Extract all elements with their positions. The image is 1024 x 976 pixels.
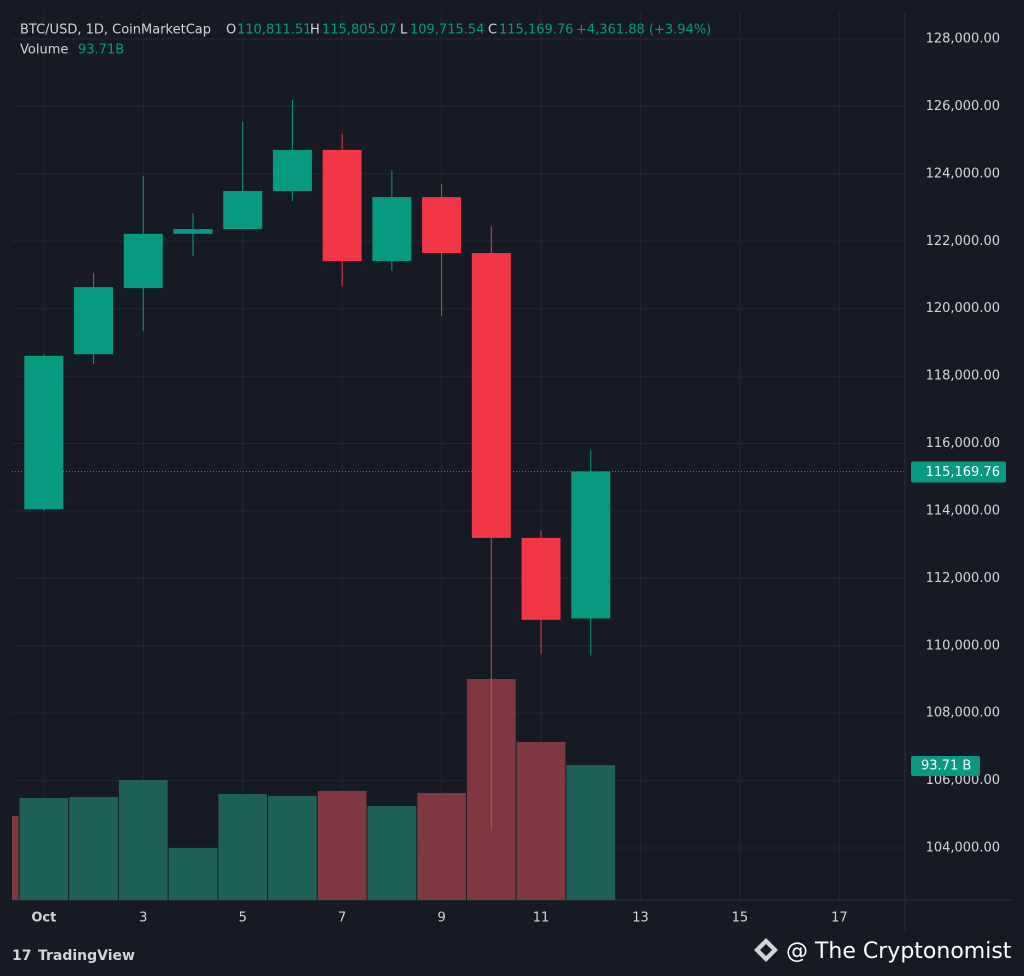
y-tick-label: 124,000.00 [926, 166, 1000, 181]
price-label-box [911, 461, 1006, 483]
y-tick-label: 126,000.00 [926, 99, 1000, 114]
x-tick-label: Oct [31, 911, 56, 926]
y-tick-label: 108,000.00 [926, 706, 1000, 721]
y-tick-label: 118,000.00 [926, 369, 1000, 384]
x-tick-label: 9 [437, 911, 445, 926]
volume-bar [516, 741, 566, 900]
volume-bar [12, 816, 19, 900]
candle-body [173, 229, 213, 234]
credit: @ The Cryptonomist [786, 939, 1012, 964]
high-key: H [310, 23, 320, 38]
y-tick-label: 106,000.00 [926, 773, 1000, 788]
candle-body [123, 233, 163, 289]
x-tick-label: 5 [239, 911, 247, 926]
candle-body [74, 287, 114, 355]
volume-bar [118, 779, 168, 900]
close-key: C [488, 23, 497, 38]
y-tick-label: 120,000.00 [926, 301, 1000, 316]
y-tick-label: 114,000.00 [926, 503, 1000, 518]
volume-value: 93.71B [78, 43, 124, 58]
candle-body [272, 149, 312, 192]
open-key: O [226, 23, 236, 38]
y-tick-label: 122,000.00 [926, 234, 1000, 249]
volume-bar [19, 798, 69, 900]
candle-body [223, 191, 263, 230]
volume-label: 93.71 B [921, 758, 971, 773]
header: BTC/USD, 1D, CoinMarketCap O 110,811.51 … [20, 23, 711, 58]
y-tick-label: 112,000.00 [926, 571, 1000, 586]
symbol: BTC/USD, 1D, CoinMarketCap [20, 23, 211, 38]
volume-bar [69, 796, 118, 900]
candle-body [571, 471, 611, 619]
y-tick-label: 116,000.00 [926, 436, 1000, 451]
high-value: 115,805.07 [322, 23, 396, 38]
low-key: L [400, 23, 408, 38]
x-tick-label: 17 [831, 911, 848, 926]
price-label: 115,169.76 [926, 465, 1000, 480]
y-tick-label: 128,000.00 [926, 32, 1000, 47]
volume-label-box [911, 755, 980, 776]
volume-bar [566, 764, 616, 900]
volume-bar [268, 795, 317, 900]
x-tick-label: 15 [732, 911, 749, 926]
volume-bar [317, 790, 367, 900]
candle-body [521, 537, 561, 620]
volume-bar [218, 793, 268, 900]
x-tick-label: 11 [533, 911, 550, 926]
x-tick-label: 3 [139, 911, 147, 926]
candle-body [372, 197, 412, 262]
open-value: 110,811.51 [237, 23, 311, 38]
candle-body [422, 197, 462, 254]
close-value: 115,169.76 [499, 23, 573, 38]
volume-bar [417, 792, 466, 900]
x-tick-label: 13 [632, 911, 649, 926]
credit-logo [754, 938, 778, 962]
brand: TradingView [38, 948, 135, 964]
candle-body [322, 149, 362, 262]
x-tick-label: 7 [338, 911, 346, 926]
y-tick-label: 110,000.00 [926, 638, 1000, 653]
brand-logo: 17 [12, 948, 31, 964]
low-value: 109,715.54 [410, 23, 484, 38]
volume-bar [367, 805, 417, 900]
y-tick-label: 104,000.00 [926, 841, 1000, 856]
change-value: +4,361.88 (+3.94%) [576, 23, 711, 38]
volume-bar [168, 847, 218, 900]
candle-body [24, 355, 64, 510]
volume-key: Volume [20, 43, 68, 58]
candle-body [471, 253, 511, 538]
